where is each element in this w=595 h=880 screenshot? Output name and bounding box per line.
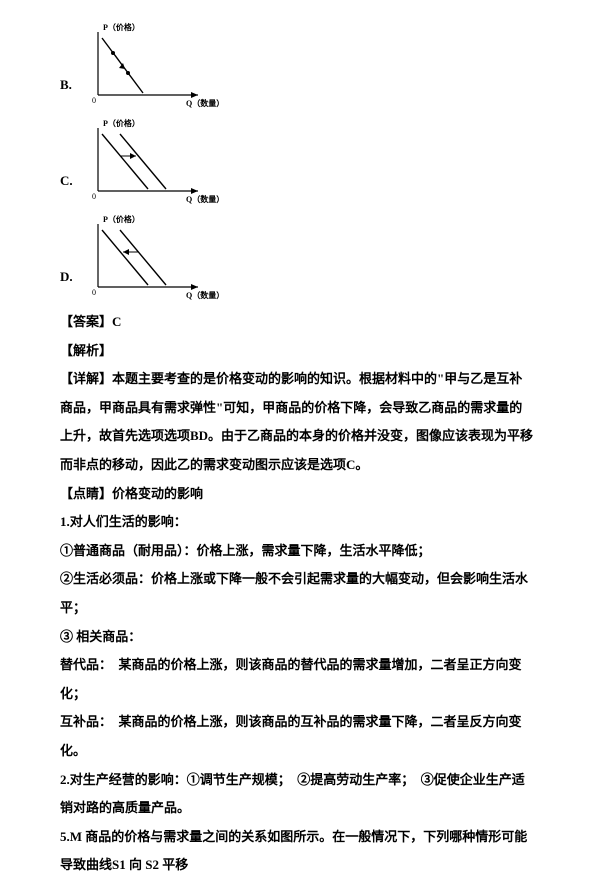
x-arrow	[191, 92, 198, 98]
origin-label: 0	[92, 96, 96, 105]
y-axis-label: P（价格）	[103, 214, 140, 224]
chart-c-svg: P（价格） 0 Q（数量）	[78, 116, 228, 206]
x-arrow	[191, 188, 198, 194]
demand-line-c1	[102, 134, 148, 189]
detail-text: 【详解】本题主要考查的是价格变动的影响的知识。根据材料中的"甲与乙是互补商品，甲…	[60, 365, 535, 479]
answer-line: 【答案】C	[60, 308, 535, 337]
item2: ②生活必须品：价格上涨或下降一般不会引起需求量的大幅变动，但会影响生活水平；	[60, 565, 535, 622]
sub1: 替代品： 某商品的价格上涨，则该商品的替代品的需求量增加，二者呈正方向变化；	[60, 651, 535, 708]
option-label-b: B.	[60, 77, 78, 93]
section2: 2.对生产经营的影响：①调节生产规模； ②提高劳动生产率； ③促使企业生产适销对…	[60, 766, 535, 823]
chart-option-c: C. P（价格） 0 Q（数量）	[60, 116, 535, 206]
origin-label: 0	[92, 288, 96, 297]
x-axis-label: Q（数量）	[186, 290, 224, 300]
chart-option-d: D. P（价格） 0 Q（数量）	[60, 212, 535, 302]
y-axis-label: P（价格）	[103, 118, 140, 128]
x-arrow	[191, 284, 198, 290]
shift-arrow-d	[123, 249, 129, 255]
origin-label: 0	[92, 192, 96, 201]
chart-b-svg: P（价格） 0 Q（数量）	[78, 20, 228, 110]
chart-option-b: B. P（价格） 0 Q（数量）	[60, 20, 535, 110]
y-axis-label: P（价格）	[103, 22, 140, 32]
section1: 1.对人们生活的影响：	[60, 508, 535, 537]
option-label-c: C.	[60, 173, 78, 189]
demand-line-c2	[120, 134, 166, 189]
point-label: 【点睛】价格变动的影响	[60, 480, 535, 509]
analysis-label: 【解析】	[60, 337, 535, 366]
x-axis-label: Q（数量）	[186, 98, 224, 108]
chart-d-svg: P（价格） 0 Q（数量）	[78, 212, 228, 302]
x-axis-label: Q（数量）	[186, 194, 224, 204]
question5: 5.M 商品的价格与需求量之间的关系如图所示。在一般情况下，下列哪种情形可能导致…	[60, 823, 535, 880]
item1: ①普通商品（耐用品）：价格上涨，需求量下降，生活水平降低；	[60, 537, 535, 566]
option-label-d: D.	[60, 269, 78, 285]
item3: ③ 相关商品：	[60, 623, 535, 652]
demand-line-d1	[102, 230, 148, 285]
sub2: 互补品： 某商品的价格上涨，则该商品的互补品的需求量下降，二者呈反方向变化。	[60, 708, 535, 765]
shift-arrow-c	[130, 153, 136, 159]
point-b1	[111, 51, 115, 55]
point-b2	[126, 71, 130, 75]
demand-line-d2	[120, 230, 166, 285]
